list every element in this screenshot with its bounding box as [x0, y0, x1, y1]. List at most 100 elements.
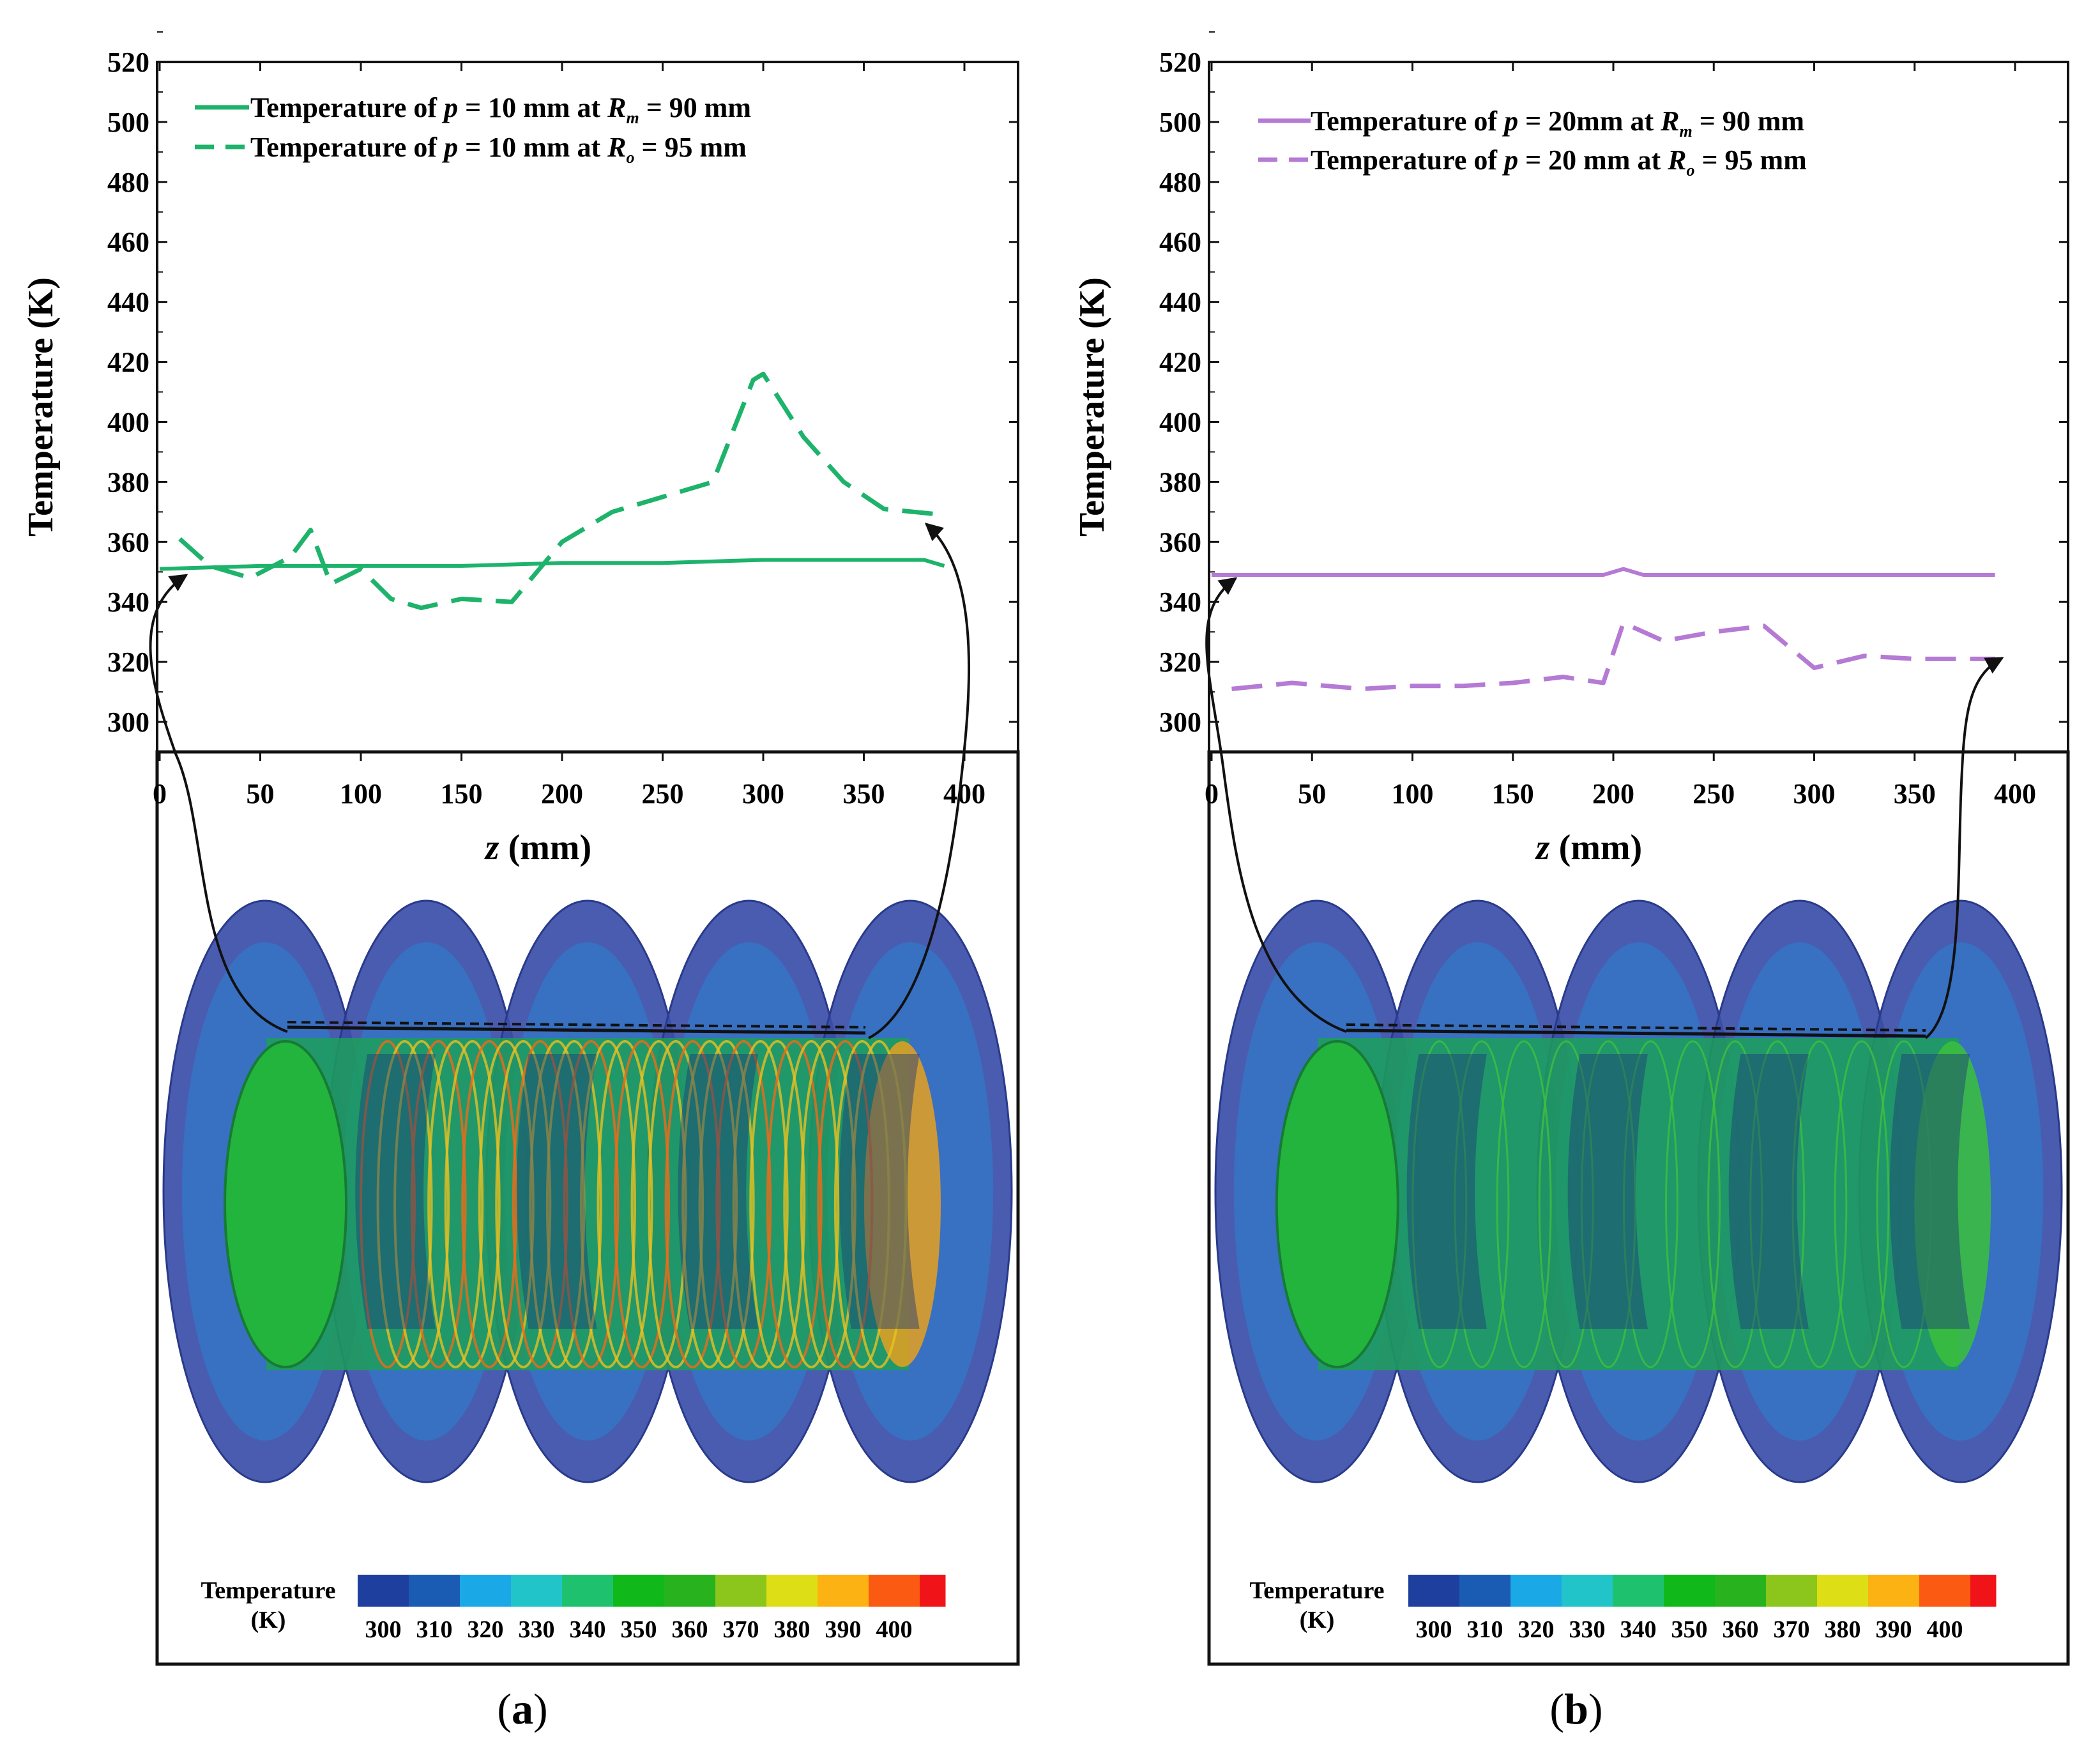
winding-ring — [461, 1040, 518, 1368]
colorbar-swatch — [1562, 1575, 1613, 1607]
disc-overlap-shade — [516, 1054, 597, 1329]
colorbar-tick-label: 320 — [468, 1616, 504, 1643]
x-axis-var-a: z — [484, 828, 499, 868]
winding-ring — [1454, 1040, 1510, 1368]
winding-ring — [1538, 1040, 1594, 1368]
colorbar-tick-label: 380 — [1825, 1616, 1861, 1643]
colorbar-swatch — [1459, 1575, 1511, 1607]
colorbar-swatch — [409, 1575, 460, 1607]
x-tick-label: 100 — [1392, 778, 1434, 809]
colorbar-tick-label: 310 — [1467, 1616, 1503, 1643]
y-tick-label: 460 — [107, 227, 149, 258]
cylinder-body — [1318, 1038, 1959, 1370]
winding-ring — [444, 1040, 501, 1368]
cylinder-end — [224, 1040, 348, 1368]
colorbar-swatch — [715, 1575, 767, 1607]
y-tick-label: 440 — [107, 287, 149, 318]
y-tick-label: 340 — [107, 586, 149, 618]
y-tick-label: 480 — [107, 167, 149, 198]
connector-arrow-a-right — [868, 523, 971, 1039]
colorbar-unit-a: (K) — [251, 1607, 286, 1633]
winding-ring — [597, 1040, 653, 1368]
disc-overlap-shade — [355, 1054, 436, 1329]
x-tick-label: 150 — [1492, 778, 1534, 809]
winding-ring — [630, 1040, 687, 1368]
winding-ring — [1496, 1040, 1552, 1368]
winding-ring — [851, 1040, 908, 1368]
x-tick-label: 300 — [1793, 778, 1836, 809]
render-frame-a — [155, 750, 1020, 1666]
x-tick-label: 100 — [340, 778, 382, 809]
winding-ring — [1622, 1040, 1678, 1368]
disc-overlap-shade — [1728, 1054, 1809, 1329]
colorbar-tick-label: 380 — [774, 1616, 810, 1643]
cylinder-end-right — [864, 1041, 941, 1367]
y-tick-label: 320 — [107, 646, 149, 678]
plot-frame-a — [156, 61, 1019, 753]
y-tick-label: 500 — [107, 107, 149, 138]
legend-label-a-dashed: Temperature of p = 10 mm at Ro = 95 mm — [250, 132, 747, 167]
colorbar-swatch — [1664, 1575, 1716, 1607]
measurement-line-rm — [287, 1025, 866, 1035]
x-tick-label: 350 — [1894, 778, 1936, 809]
x-axis-title-a: z (mm) — [484, 828, 591, 868]
connector-arrow-b-right — [1924, 657, 2004, 1039]
x-tick-label: 0 — [1205, 778, 1219, 809]
colorbar-tick-label: 310 — [416, 1616, 453, 1643]
y-tick-label: 520 — [1159, 47, 1201, 78]
colorbar-tick-label: 350 — [621, 1616, 657, 1643]
disc-overlap-shade — [839, 1054, 920, 1329]
x-tick-label: 150 — [441, 778, 483, 809]
colorbar-swatch — [1408, 1575, 1460, 1607]
winding-ring — [833, 1040, 890, 1368]
colorbar-swatch — [358, 1575, 409, 1607]
legend-b: Temperature of p = 20mm at Rm = 90 mm Te… — [1258, 105, 1807, 180]
winding-ring — [545, 1040, 602, 1368]
colorbar-tick-label: 340 — [570, 1616, 606, 1643]
y-tick-label: 380 — [107, 466, 149, 498]
temperature-contour-render-b — [1214, 899, 2063, 1483]
x-tick-label: 200 — [541, 778, 583, 809]
series-line-rm — [159, 558, 945, 571]
winding-ring — [766, 1040, 823, 1368]
panel-b: 300 320 340 360 380 400 420 440 460 480 500 520 0 50… — [1072, 31, 2070, 1733]
x-tick-label: 400 — [943, 778, 985, 809]
legend-label-b-solid: Temperature of p = 20mm at Rm = 90 mm — [1311, 105, 1804, 141]
x-tick-label: 350 — [843, 778, 885, 809]
connector-arrow-a-left — [149, 574, 288, 1033]
y-tick-label: 340 — [1159, 586, 1201, 618]
winding-ring — [410, 1040, 467, 1368]
winding-ring — [376, 1040, 433, 1368]
y-tick-label: 400 — [1159, 406, 1201, 438]
winding-ring — [579, 1040, 636, 1368]
colorbar-tick-label: 330 — [519, 1616, 555, 1643]
render-frame-b — [1207, 750, 2070, 1666]
colorbar-a: 300 310 320 330 340 350 360 370 380 390 400 — [358, 1575, 946, 1643]
winding-ring — [732, 1040, 789, 1368]
winding-ring — [1665, 1040, 1721, 1368]
winding-ring — [512, 1040, 568, 1368]
disc-overlap-shade — [1406, 1054, 1487, 1329]
y-ticks-a: 300 320 340 360 380 400 420 440 460 480 500 520 — [107, 31, 1018, 738]
series-line-rm — [1212, 567, 1995, 577]
colorbar-tick-label: 400 — [876, 1616, 913, 1643]
colorbar-swatch — [1970, 1575, 1997, 1607]
y-tick-label: 440 — [1159, 287, 1201, 318]
colorbar-swatch — [1613, 1575, 1664, 1607]
temperature-contour-render-a — [162, 899, 1013, 1483]
colorbar-tick-label: 370 — [723, 1616, 759, 1643]
y-ticks-b: 300 320 340 360 380 400 420 440 460 480 500 520 — [1159, 31, 2068, 738]
disc-overlap-shade — [1889, 1054, 1970, 1329]
colorbar-tick-label: 360 — [1723, 1616, 1759, 1643]
winding-ring — [698, 1040, 755, 1368]
winding-ring — [1749, 1040, 1806, 1368]
colorbar-tick-label: 400 — [1927, 1616, 1963, 1643]
winding-ring — [360, 1040, 416, 1368]
colorbar-title-a: Temperature — [201, 1577, 335, 1604]
measurement-line-rm — [1346, 1029, 1926, 1038]
x-axis-unit-b: (mm) — [1550, 828, 1643, 868]
winding-ring — [1580, 1040, 1636, 1368]
x-axis-unit-a: (mm) — [499, 828, 592, 868]
disc-overlap-shade — [678, 1054, 759, 1329]
